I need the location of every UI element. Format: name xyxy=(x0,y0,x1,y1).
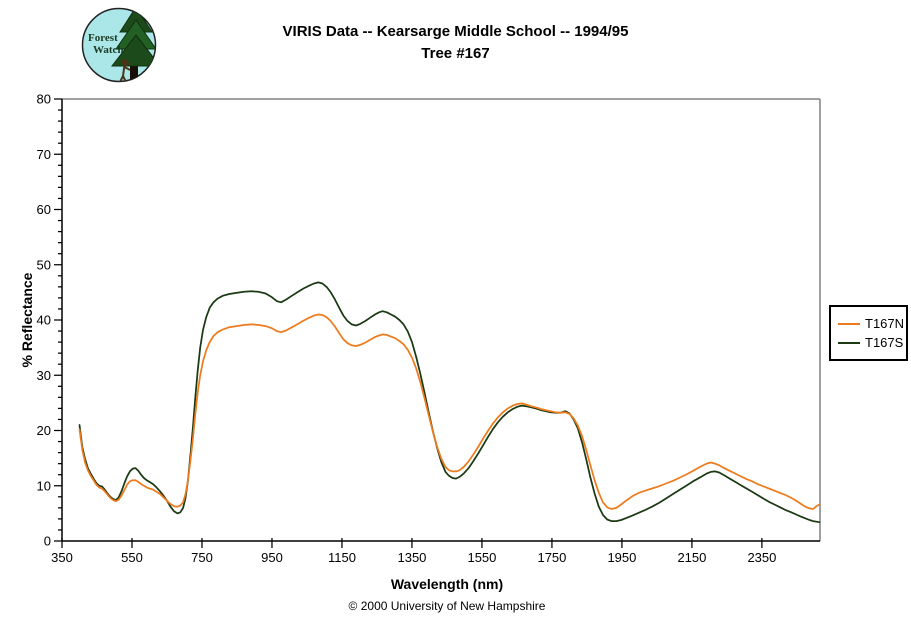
copyright-text: © 2000 University of New Hampshire xyxy=(348,599,546,613)
forest-watch-logo: Forest Watch xyxy=(81,7,157,83)
chart-title-line1: VIRIS Data -- Kearsarge Middle School --… xyxy=(282,23,629,40)
chart-title: VIRIS Data -- Kearsarge Middle School --… xyxy=(0,21,911,65)
legend-label-t167n: T167N xyxy=(865,316,905,331)
x-tick-label: 1950 xyxy=(607,550,636,565)
y-tick-label: 30 xyxy=(37,368,51,383)
x-tick-label: 1750 xyxy=(537,550,566,565)
legend-swatch-t167s xyxy=(838,341,860,344)
x-tick-label: 1350 xyxy=(397,550,426,565)
logo-text-line1: Forest xyxy=(88,32,118,44)
x-tick-label: 1550 xyxy=(467,550,496,565)
x-tick-label: 950 xyxy=(261,550,283,565)
legend-label-t167s: T167S xyxy=(865,335,904,350)
x-tick-label: 1150 xyxy=(328,550,356,565)
y-tick-label: 50 xyxy=(37,257,51,272)
y-tick-label: 70 xyxy=(37,147,51,162)
y-tick-label: 60 xyxy=(37,202,51,217)
y-tick-label: 20 xyxy=(37,423,51,438)
legend: T167N T167S xyxy=(829,305,908,361)
logo-text-line2: Watch xyxy=(93,44,124,56)
chart-title-line2: Tree #167 xyxy=(421,45,490,62)
x-tick-label: 750 xyxy=(191,550,213,565)
x-tick-label: 550 xyxy=(121,550,143,565)
x-tick-label: 350 xyxy=(51,550,73,565)
y-axis-title: % Reflectance xyxy=(19,272,35,368)
x-axis-title: Wavelength (nm) xyxy=(390,576,504,592)
legend-swatch-t167n xyxy=(838,322,860,325)
y-tick-label: 0 xyxy=(44,534,51,549)
y-tick-label: 10 xyxy=(37,478,51,493)
logo-person xyxy=(121,59,128,65)
series-line-t167n xyxy=(78,313,821,510)
legend-item-t167n: T167N xyxy=(838,314,905,333)
legend-item-t167s: T167S xyxy=(838,333,904,352)
y-tick-label: 80 xyxy=(37,92,51,107)
x-tick-label: 2150 xyxy=(677,550,706,565)
series-line-t167s xyxy=(78,281,821,524)
x-tick-label: 2350 xyxy=(747,550,776,565)
y-tick-label: 40 xyxy=(37,313,51,328)
logo-tree xyxy=(110,8,156,82)
